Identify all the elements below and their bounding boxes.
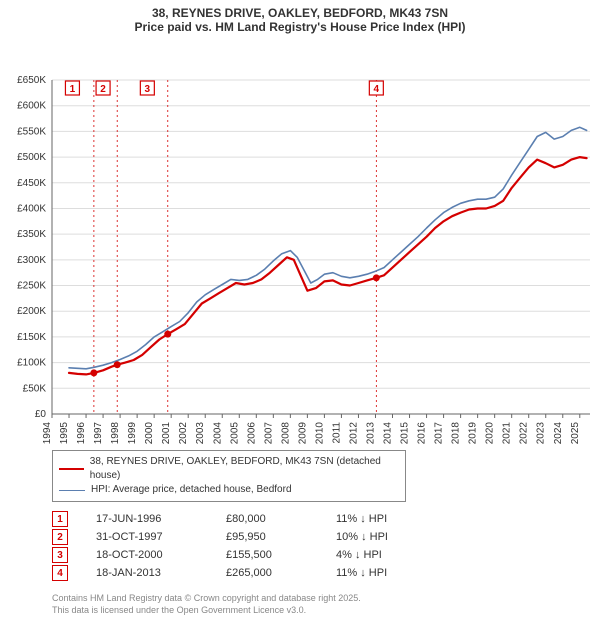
transaction-delta: 11% ↓ HPI [336,567,446,579]
y-tick-label: £400K [17,203,46,214]
legend-item: 38, REYNES DRIVE, OAKLEY, BEDFORD, MK43 … [59,455,399,483]
transactions-table: 1 17-JUN-1996 £80,000 11% ↓ HPI 2 31-OCT… [52,510,570,582]
chart-marker-number: 1 [70,84,76,95]
transaction-delta: 10% ↓ HPI [336,531,446,543]
x-tick-label: 1994 [42,422,53,444]
transaction-marker-box: 4 [52,565,68,581]
x-tick-label: 1997 [93,422,104,444]
x-tick-label: 2017 [434,422,445,444]
x-tick-label: 2009 [297,422,308,444]
x-tick-label: 1995 [59,422,70,444]
legend-label: HPI: Average price, detached house, Bedf… [91,483,292,497]
x-tick-label: 2001 [161,422,172,444]
transaction-price: £95,950 [226,531,336,543]
x-tick-label: 2003 [195,422,206,444]
transaction-marker-box: 3 [52,547,68,563]
y-tick-label: £500K [17,152,46,163]
x-tick-label: 2013 [365,422,376,444]
y-tick-label: £0 [35,409,47,420]
legend-item: HPI: Average price, detached house, Bedf… [59,483,399,497]
x-tick-label: 2002 [178,422,189,444]
y-tick-label: £450K [17,178,46,189]
x-tick-label: 2004 [212,422,223,444]
title-address: 38, REYNES DRIVE, OAKLEY, BEDFORD, MK43 … [0,6,600,20]
table-row: 3 18-OCT-2000 £155,500 4% ↓ HPI [52,546,570,564]
x-tick-label: 2012 [348,422,359,444]
series-price_paid [69,157,587,374]
legend-label: 38, REYNES DRIVE, OAKLEY, BEDFORD, MK43 … [90,455,399,483]
legend-swatch [59,490,85,491]
chart: £0 £50K £100K £150K £200K £250K £300K £350K £400… [0,34,600,444]
transaction-delta: 11% ↓ HPI [336,513,446,525]
series-hpi [69,127,587,368]
x-tick-label: 2008 [280,422,291,444]
transaction-price: £265,000 [226,567,336,579]
x-tick-label: 2000 [144,422,155,444]
chart-marker-number: 3 [145,84,151,95]
transaction-marker-box: 2 [52,529,68,545]
table-row: 4 18-JAN-2013 £265,000 11% ↓ HPI [52,564,570,582]
y-tick-label: £300K [17,255,46,266]
x-tick-label: 2015 [400,422,411,444]
footnote-line1: Contains HM Land Registry data © Crown c… [52,592,570,604]
x-tick-label: 2005 [229,422,240,444]
y-tick-label: £550K [17,126,46,137]
x-tick-label: 2010 [314,422,325,444]
x-tick-label: 2006 [246,422,257,444]
x-tick-label: 2025 [570,422,581,444]
chart-titles: 38, REYNES DRIVE, OAKLEY, BEDFORD, MK43 … [0,0,600,34]
transaction-date: 18-JAN-2013 [96,567,226,579]
x-tick-label: 2018 [451,422,462,444]
table-row: 2 31-OCT-1997 £95,950 10% ↓ HPI [52,528,570,546]
x-tick-label: 2020 [485,422,496,444]
y-tick-label: £600K [17,101,46,112]
x-tick-label: 1996 [76,422,87,444]
transaction-price: £155,500 [226,549,336,561]
table-row: 1 17-JUN-1996 £80,000 11% ↓ HPI [52,510,570,528]
x-tick-label: 2023 [536,422,547,444]
x-tick-label: 2011 [331,422,342,444]
x-tick-label: 2024 [553,422,564,444]
y-tick-label: £650K [17,75,46,86]
transaction-date: 31-OCT-1997 [96,531,226,543]
y-tick-label: £200K [17,306,46,317]
transaction-marker-box: 1 [52,511,68,527]
footnote: Contains HM Land Registry data © Crown c… [52,592,570,616]
x-tick-label: 1998 [110,422,121,444]
y-tick-label: £350K [17,229,46,240]
x-tick-label: 2022 [519,422,530,444]
y-tick-label: £250K [17,281,46,292]
x-tick-label: 2019 [468,422,479,444]
transaction-date: 18-OCT-2000 [96,549,226,561]
legend: 38, REYNES DRIVE, OAKLEY, BEDFORD, MK43 … [52,450,406,502]
x-tick-label: 2021 [502,422,513,444]
title-subtitle: Price paid vs. HM Land Registry's House … [0,20,600,34]
page: 38, REYNES DRIVE, OAKLEY, BEDFORD, MK43 … [0,0,600,620]
x-tick-label: 2014 [383,422,394,444]
y-tick-label: £150K [17,332,46,343]
x-tick-label: 2007 [263,422,274,444]
x-tick-label: 2016 [417,422,428,444]
chart-marker-number: 4 [374,84,380,95]
legend-swatch [59,468,84,470]
footnote-line2: This data is licensed under the Open Gov… [52,604,570,616]
x-tick-label: 1999 [127,422,138,444]
transaction-price: £80,000 [226,513,336,525]
chart-marker-number: 2 [100,84,106,95]
y-tick-label: £50K [23,383,47,394]
chart-svg: £0 £50K £100K £150K £200K £250K £300K £350K £400… [0,34,600,444]
y-tick-label: £100K [17,358,46,369]
transaction-delta: 4% ↓ HPI [336,549,446,561]
transaction-date: 17-JUN-1996 [96,513,226,525]
